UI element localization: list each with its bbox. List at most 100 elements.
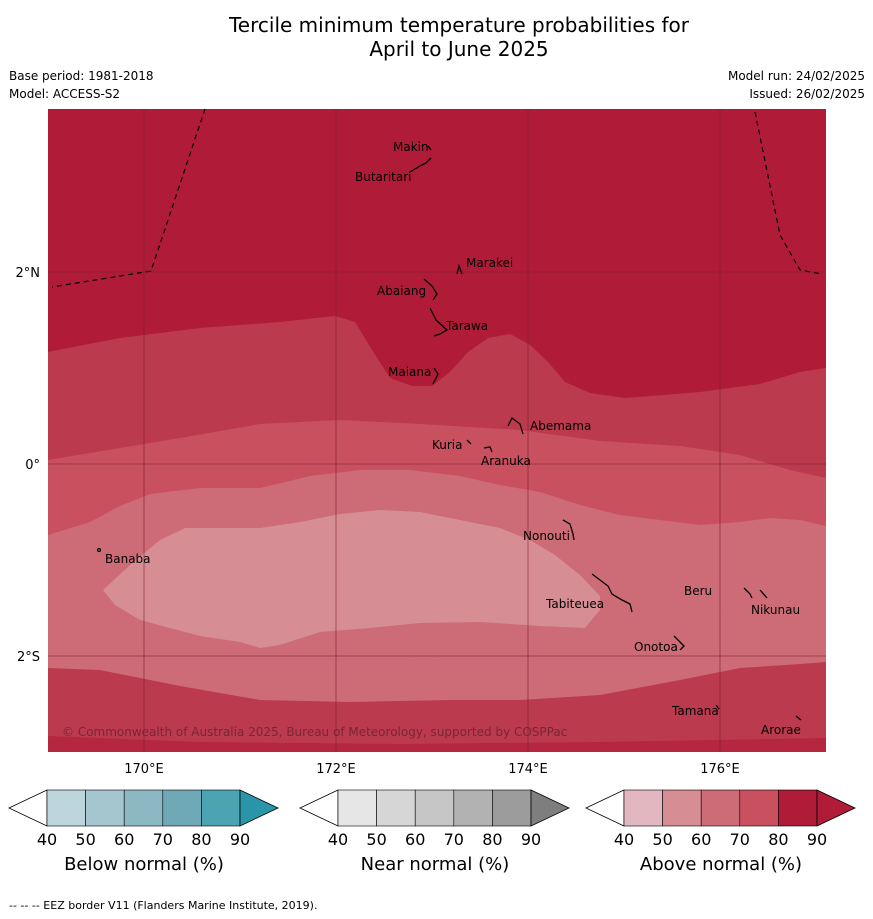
colorbar-tick-label: 70 [153, 830, 173, 849]
colorbar-segment [778, 789, 818, 827]
colorbar-label-near: Near normal (%) [360, 854, 510, 875]
island-shape-tabiteuea [591, 573, 633, 613]
island-shape-maiana [432, 367, 439, 385]
island-label-maiana: Maiana [388, 365, 431, 379]
zone-70-80-south [48, 662, 826, 752]
colorbar-tick-label: 60 [405, 830, 425, 849]
island-labels: Makin Butaritari Marakei Abaiang Tarawa Maian… [105, 140, 801, 737]
colorbar-segment [623, 789, 663, 827]
colorbar-segment [414, 789, 455, 827]
colorbar-0: 40 50 60 70 80 90 [8, 789, 279, 849]
issued-date: Issued: 26/02/2025 [749, 87, 865, 101]
island-shape-nonouti [562, 519, 575, 541]
title-line-1: Tercile minimum temperature probabilitie… [228, 13, 690, 37]
lat-label-0: 0° [25, 458, 40, 473]
colorbar-tick-label: 70 [730, 830, 750, 849]
colorbar-tick-label: 90 [807, 830, 827, 849]
colorbar-segment [492, 789, 532, 827]
island-shape-nikunau [759, 589, 768, 599]
base-period: Base period: 1981-2018 [9, 69, 154, 83]
island-label-onotoa: Onotoa [634, 640, 678, 654]
colorbar-tick-label: 90 [521, 830, 541, 849]
colorbar-tick-label: 40 [37, 830, 57, 849]
colorbar-segment [85, 789, 125, 827]
colorbar-segment [123, 789, 164, 827]
colorbar-tick-label: 80 [768, 830, 788, 849]
colorbar-tick-label: 40 [328, 830, 348, 849]
island-label-abaiang: Abaiang [377, 284, 426, 298]
colorbar-segment [376, 789, 416, 827]
colorbar-segment [662, 789, 702, 827]
island-shape-banaba [96, 547, 102, 553]
colorbar-over-extension [239, 789, 279, 827]
island-label-aranuka: Aranuka [481, 454, 531, 468]
island-shape-abaiang [423, 278, 438, 301]
colorbar-label-above: Above normal (%) [639, 854, 803, 875]
island-label-butaritari: Butaritari [355, 170, 412, 184]
colorbar-tick-label: 80 [191, 830, 211, 849]
island-label-nikunau: Nikunau [751, 603, 800, 617]
zone-80-90-south [48, 736, 826, 752]
island-label-abemama: Abemama [530, 419, 591, 433]
lat-labels: 2°N 0° 2°S [16, 266, 41, 665]
island-label-kuria: Kuria [432, 438, 463, 452]
colorbar-under-extension [8, 789, 48, 827]
colorbar-tick-label: 60 [114, 830, 134, 849]
colorbar-segment [337, 789, 377, 827]
island-shape-marakei [456, 263, 463, 275]
colorbar-2: 40 50 60 70 80 90 [585, 789, 856, 849]
island-label-tabiteuea: Tabiteuea [545, 597, 604, 611]
island-shape-beru [743, 587, 753, 599]
model-run: Model run: 24/02/2025 [727, 69, 865, 83]
probability-zones [48, 109, 826, 752]
lon-label-170: 170°E [124, 762, 164, 777]
island-shapes [96, 145, 802, 721]
eez-border-west [51, 108, 206, 288]
colorbar-legends: 40 50 60 70 80 90 40 50 60 70 80 90 40 50 60 70 80 90 [8, 789, 856, 849]
colorbar-tick-label: 50 [75, 830, 95, 849]
colorbar-tick-label: 80 [482, 830, 502, 849]
island-shape-onotoa [673, 635, 685, 651]
colorbar-over-extension [530, 789, 570, 827]
lon-label-174: 174°E [508, 762, 548, 777]
lat-label-2s: 2°S [17, 650, 40, 665]
island-label-nonouti: Nonouti [523, 529, 570, 543]
model-name: Model: ACCESS-S2 [9, 87, 121, 101]
island-label-makin: Makin [393, 140, 429, 154]
island-shape-arorae [795, 715, 802, 721]
eez-border-east [754, 111, 823, 275]
colorbar-segment [162, 789, 202, 827]
colorbar-segment [201, 789, 241, 827]
grid-lines [48, 109, 826, 752]
map-title: Tercile minimum temperature probabilitie… [0, 13, 873, 61]
lon-label-176: 176°E [700, 762, 740, 777]
colorbar-segment [700, 789, 741, 827]
title-line-2: April to June 2025 [369, 37, 549, 61]
meta-left: Base period: 1981-2018 Model: ACCESS-S2 [9, 67, 154, 103]
colorbar-over-extension [816, 789, 856, 827]
lon-label-172: 172°E [316, 762, 356, 777]
eez-border [51, 108, 823, 288]
island-label-marakei: Marakei [466, 256, 513, 270]
copyright-text: © Commonwealth of Australia 2025, Bureau… [62, 725, 567, 739]
colorbar-1: 40 50 60 70 80 90 [299, 789, 570, 849]
island-shape-kuria [466, 439, 472, 445]
island-shape-tamana [715, 704, 720, 710]
island-shape-makin [427, 145, 432, 151]
island-shape-tarawa [429, 307, 449, 337]
colorbar-tick-label: 40 [614, 830, 634, 849]
colorbar-tick-label: 70 [444, 830, 464, 849]
colorbar-segment [739, 789, 779, 827]
lat-label-2n: 2°N [16, 266, 41, 281]
colorbar-segment [46, 789, 86, 827]
zone-40-50 [103, 510, 600, 648]
colorbar-under-extension [585, 789, 625, 827]
island-label-tarawa: Tarawa [445, 319, 488, 333]
lon-labels: 170°E 172°E 174°E 176°E [124, 762, 740, 777]
island-label-arorae: Arorae [761, 723, 801, 737]
island-label-beru: Beru [684, 584, 712, 598]
footer-note: -- -- -- EEZ border V11 (Flanders Marine… [9, 899, 318, 912]
colorbar-segment [453, 789, 493, 827]
colorbar-tick-label: 50 [652, 830, 672, 849]
